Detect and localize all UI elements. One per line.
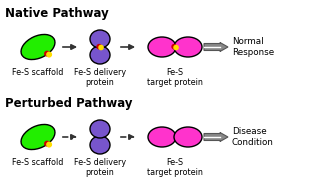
Ellipse shape	[21, 125, 55, 149]
Circle shape	[172, 45, 176, 49]
Circle shape	[45, 51, 49, 56]
Circle shape	[45, 141, 49, 146]
Polygon shape	[204, 43, 228, 51]
Ellipse shape	[174, 127, 202, 147]
Text: Fe-S
target protein: Fe-S target protein	[147, 68, 203, 87]
Ellipse shape	[21, 34, 55, 60]
Circle shape	[97, 45, 101, 49]
Text: Fe-S scaffold: Fe-S scaffold	[12, 68, 64, 77]
Circle shape	[99, 45, 103, 50]
Ellipse shape	[90, 46, 110, 64]
Ellipse shape	[90, 120, 110, 138]
Text: Normal
Response: Normal Response	[232, 37, 274, 57]
Ellipse shape	[90, 136, 110, 154]
Text: Perturbed Pathway: Perturbed Pathway	[5, 97, 132, 110]
Text: Native Pathway: Native Pathway	[5, 7, 109, 20]
Circle shape	[47, 142, 51, 147]
Ellipse shape	[148, 127, 176, 147]
Circle shape	[47, 52, 51, 57]
Text: Disease
Condition: Disease Condition	[232, 127, 274, 147]
Text: Fe-S
target protein: Fe-S target protein	[147, 158, 203, 177]
Circle shape	[174, 45, 178, 50]
Polygon shape	[204, 132, 228, 142]
Text: Fe-S scaffold: Fe-S scaffold	[12, 158, 64, 167]
Ellipse shape	[90, 30, 110, 48]
Text: Fe-S delivery
protein: Fe-S delivery protein	[74, 68, 126, 87]
Ellipse shape	[174, 37, 202, 57]
Ellipse shape	[148, 37, 176, 57]
Text: Fe-S delivery
protein: Fe-S delivery protein	[74, 158, 126, 177]
